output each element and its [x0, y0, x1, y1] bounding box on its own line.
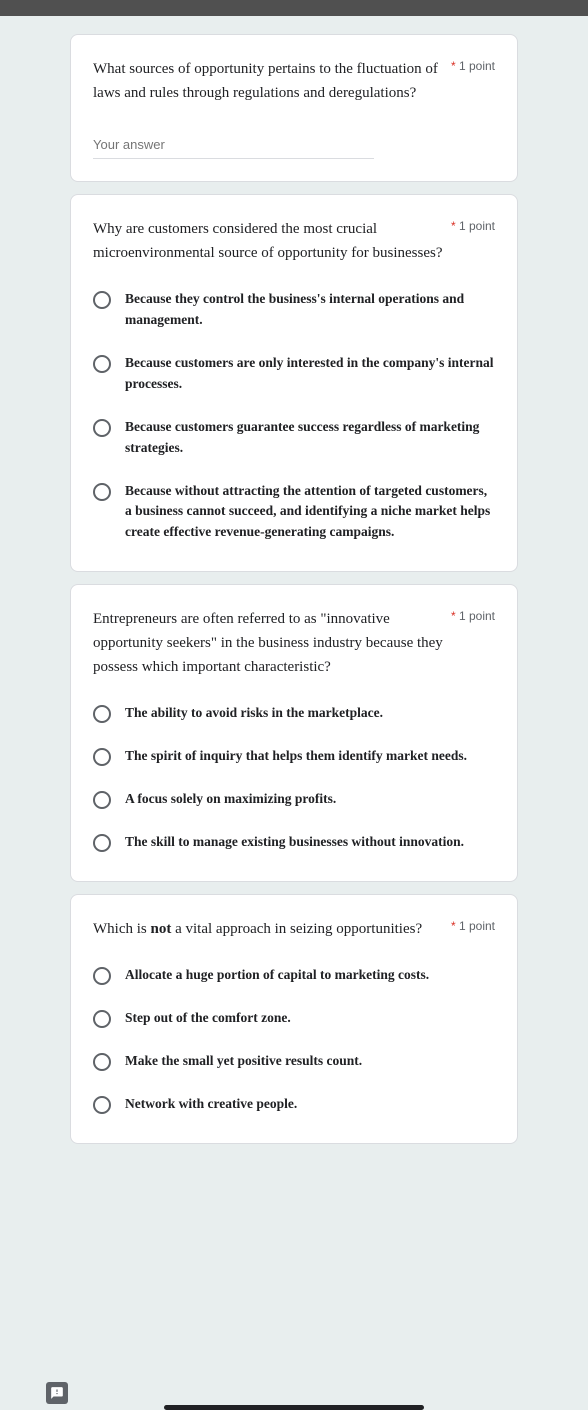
option-label: Allocate a huge portion of capital to ma… — [125, 965, 429, 986]
top-bar — [0, 0, 588, 16]
option-label: A focus solely on maximizing profits. — [125, 789, 336, 810]
question-card: Which is not a vital approach in seizing… — [70, 894, 518, 1144]
answer-input[interactable] — [93, 133, 374, 159]
option-row[interactable]: Because they control the business's inte… — [93, 289, 495, 331]
points-label: * 1 point — [451, 917, 495, 933]
points-text: 1 point — [459, 919, 495, 933]
question-header: Why are customers considered the most cr… — [93, 217, 495, 265]
option-row[interactable]: Because without attracting the attention… — [93, 481, 495, 544]
option-row[interactable]: Because customers are only interested in… — [93, 353, 495, 395]
points-text: 1 point — [459, 609, 495, 623]
radio-icon[interactable] — [93, 419, 111, 437]
radio-icon[interactable] — [93, 483, 111, 501]
option-row[interactable]: Make the small yet positive results coun… — [93, 1051, 495, 1072]
radio-icon[interactable] — [93, 834, 111, 852]
question-header: Which is not a vital approach in seizing… — [93, 917, 495, 941]
question-header: What sources of opportunity pertains to … — [93, 57, 495, 105]
option-label: The ability to avoid risks in the market… — [125, 703, 383, 724]
question-prompt: What sources of opportunity pertains to … — [93, 57, 443, 105]
option-row[interactable]: Because customers guarantee success rega… — [93, 417, 495, 459]
required-marker: * — [451, 919, 456, 933]
options-list: Because they control the business's inte… — [93, 289, 495, 543]
question-header: Entrepreneurs are often referred to as "… — [93, 607, 495, 679]
points-text: 1 point — [459, 59, 495, 73]
radio-icon[interactable] — [93, 1096, 111, 1114]
question-card: What sources of opportunity pertains to … — [70, 34, 518, 182]
option-row[interactable]: Network with creative people. — [93, 1094, 495, 1115]
option-label: Make the small yet positive results coun… — [125, 1051, 362, 1072]
question-prompt: Which is not a vital approach in seizing… — [93, 917, 443, 941]
required-marker: * — [451, 609, 456, 623]
radio-icon[interactable] — [93, 748, 111, 766]
option-label: Because without attracting the attention… — [125, 481, 495, 544]
radio-icon[interactable] — [93, 355, 111, 373]
question-card: Why are customers considered the most cr… — [70, 194, 518, 572]
points-label: * 1 point — [451, 217, 495, 233]
radio-icon[interactable] — [93, 291, 111, 309]
option-row[interactable]: The spirit of inquiry that helps them id… — [93, 746, 495, 767]
form-area: What sources of opportunity pertains to … — [0, 16, 588, 1204]
required-marker: * — [451, 59, 456, 73]
required-marker: * — [451, 219, 456, 233]
option-row[interactable]: Allocate a huge portion of capital to ma… — [93, 965, 495, 986]
radio-icon[interactable] — [93, 705, 111, 723]
option-label: Because they control the business's inte… — [125, 289, 495, 331]
scroll-indicator — [164, 1405, 424, 1410]
alert-icon — [50, 1386, 64, 1400]
question-prompt: Entrepreneurs are often referred to as "… — [93, 607, 443, 679]
points-label: * 1 point — [451, 57, 495, 73]
feedback-button[interactable] — [46, 1382, 68, 1404]
radio-icon[interactable] — [93, 967, 111, 985]
option-label: Step out of the comfort zone. — [125, 1008, 291, 1029]
option-row[interactable]: The ability to avoid risks in the market… — [93, 703, 495, 724]
options-list: Allocate a huge portion of capital to ma… — [93, 965, 495, 1115]
option-label: Because customers guarantee success rega… — [125, 417, 495, 459]
option-label: The spirit of inquiry that helps them id… — [125, 746, 467, 767]
radio-icon[interactable] — [93, 1053, 111, 1071]
points-text: 1 point — [459, 219, 495, 233]
radio-icon[interactable] — [93, 791, 111, 809]
question-prompt: Why are customers considered the most cr… — [93, 217, 443, 265]
option-label: Network with creative people. — [125, 1094, 297, 1115]
radio-icon[interactable] — [93, 1010, 111, 1028]
option-label: The skill to manage existing businesses … — [125, 832, 464, 853]
option-label: Because customers are only interested in… — [125, 353, 495, 395]
points-label: * 1 point — [451, 607, 495, 623]
option-row[interactable]: A focus solely on maximizing profits. — [93, 789, 495, 810]
question-card: Entrepreneurs are often referred to as "… — [70, 584, 518, 882]
options-list: The ability to avoid risks in the market… — [93, 703, 495, 853]
option-row[interactable]: Step out of the comfort zone. — [93, 1008, 495, 1029]
option-row[interactable]: The skill to manage existing businesses … — [93, 832, 495, 853]
